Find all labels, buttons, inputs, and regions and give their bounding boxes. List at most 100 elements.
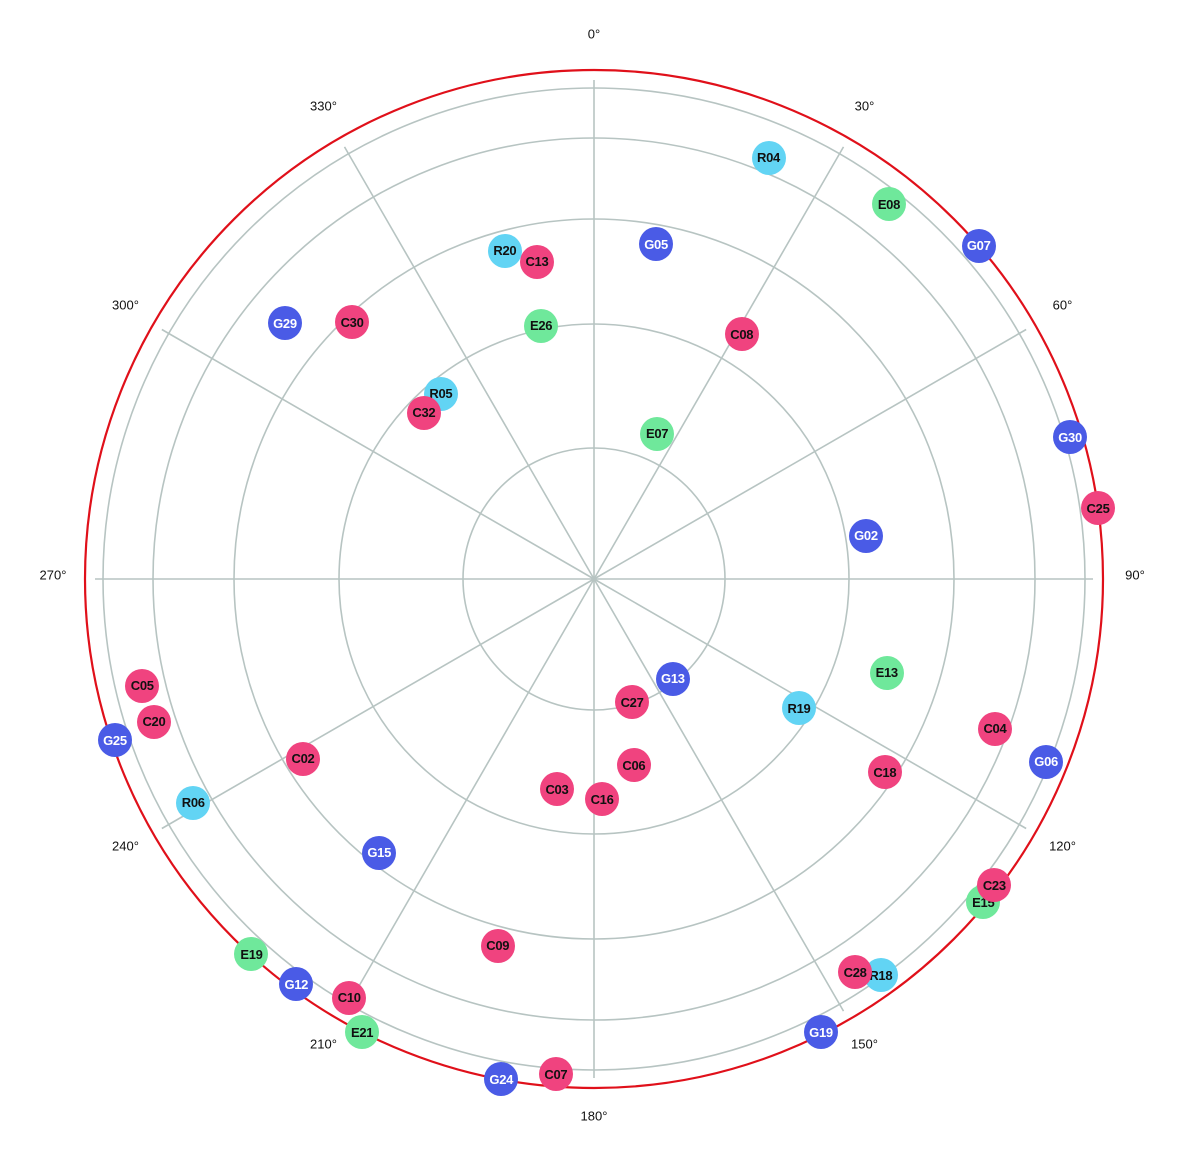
satellite-marker[interactable]: G02 [848,518,883,553]
satellite-marker[interactable]: C05 [125,668,160,703]
satellite-id-label: C23 [982,877,1006,893]
satellite-marker[interactable]: R06 [176,785,211,820]
satellite-id-label: R20 [493,243,517,259]
satellite-id-label: G06 [1034,754,1058,770]
satellite-id-label: G30 [1058,429,1082,445]
satellite-marker[interactable]: G19 [803,1015,838,1050]
satellite-id-label: R19 [787,700,811,716]
satellite-marker[interactable]: C16 [585,782,620,817]
satellite-id-label: G25 [103,732,127,748]
radial-grid-line [343,146,595,580]
satellite-id-label: C18 [873,764,897,780]
elevation-ring [152,137,1036,1021]
azimuth-label: 270° [39,567,67,583]
satellite-id-label: C10 [337,990,361,1006]
satellite-id-label: E19 [240,946,263,962]
satellite-marker[interactable]: C08 [724,317,759,352]
satellite-marker[interactable]: C04 [977,711,1012,746]
satellite-marker[interactable]: G13 [655,661,690,696]
satellite-marker[interactable]: E08 [871,187,906,222]
satellite-marker[interactable]: C25 [1081,491,1116,526]
satellite-marker[interactable]: R20 [487,233,522,268]
satellite-marker[interactable]: G15 [362,835,397,870]
satellite-marker[interactable]: E19 [234,937,269,972]
satellite-marker[interactable]: E13 [869,655,904,690]
satellite-marker[interactable]: G30 [1053,420,1088,455]
satellite-id-label: C08 [730,326,754,342]
satellite-marker[interactable]: E07 [640,416,675,451]
satellite-marker[interactable]: G06 [1029,744,1064,779]
satellite-id-label: E26 [529,318,553,334]
satellite-marker[interactable]: E21 [345,1015,380,1050]
satellite-id-label: C04 [983,721,1007,737]
satellite-marker[interactable]: C07 [538,1057,573,1092]
azimuth-label: 30° [854,98,875,114]
elevation-ring [338,323,850,835]
satellite-marker[interactable]: C03 [539,772,574,807]
satellite-marker[interactable]: R04 [751,140,786,175]
radial-grid-line [343,578,595,1012]
satellite-marker[interactable]: G25 [97,723,132,758]
satellite-id-label: C27 [620,694,644,710]
satellite-marker[interactable]: C30 [335,305,370,340]
satellite-id-label: G12 [284,976,309,992]
satellite-marker[interactable]: C09 [480,928,515,963]
satellite-marker[interactable]: C32 [406,395,441,430]
satellite-marker[interactable]: G24 [484,1062,519,1097]
radial-grid-line [593,578,845,1012]
satellite-marker[interactable]: C06 [616,748,651,783]
satellite-marker[interactable]: R19 [782,691,817,726]
azimuth-label: 180° [580,1108,608,1124]
satellite-id-label: R04 [757,150,780,166]
satellite-id-label: G24 [489,1071,514,1087]
satellite-marker[interactable]: C20 [136,704,171,739]
azimuth-label: 330° [310,98,337,114]
satellite-id-label: C09 [486,938,510,954]
satellite-marker[interactable]: G05 [639,227,674,262]
satellite-id-label: C02 [291,751,315,767]
azimuth-label: 60° [1052,297,1073,312]
radial-grid-line [593,328,1027,580]
satellite-id-label: C20 [142,714,166,730]
satellite-marker[interactable]: C23 [977,868,1012,903]
satellite-marker[interactable]: C02 [285,741,320,776]
satellite-id-label: R06 [181,795,205,811]
satellite-marker[interactable]: C13 [519,244,554,279]
satellite-marker[interactable]: C28 [838,955,873,989]
satellite-id-label: G02 [854,528,878,544]
azimuth-label: 150° [851,1036,878,1052]
satellite-id-label: G07 [966,238,991,254]
radial-grid-line [161,328,595,580]
radial-grid-line [593,146,845,580]
satellite-id-label: C16 [590,791,614,807]
satellite-marker[interactable]: G12 [279,967,314,1002]
satellite-id-label: C28 [843,964,867,980]
elevation-ring [462,447,726,711]
azimuth-label: 90° [1125,567,1145,583]
satellite-marker[interactable]: G07 [961,228,996,263]
radial-grid-line [161,578,595,830]
satellite-id-label: E21 [351,1024,374,1040]
elevation-ring [233,218,955,940]
satellite-id-label: R18 [869,967,893,983]
satellite-marker[interactable]: C27 [615,685,650,720]
satellite-id-label: G05 [644,236,668,252]
satellite-marker[interactable]: C10 [332,980,367,1015]
horizon-circle [83,68,1105,1090]
satellite-id-label: E07 [645,426,669,442]
satellite-marker[interactable]: E26 [524,308,559,343]
satellite-id-label: E13 [875,665,899,681]
satellite-id-label: C05 [130,678,154,694]
azimuth-label: 240° [112,838,139,853]
azimuth-label: 300° [112,297,139,312]
satellite-marker[interactable]: G29 [267,306,302,341]
satellite-id-label: C07 [544,1066,568,1082]
azimuth-label: 0° [587,26,601,42]
satellite-marker[interactable]: C18 [867,755,902,790]
satellite-id-label: C13 [525,254,549,270]
satellite-id-label: G29 [273,315,297,331]
satellite-id-label: C32 [412,405,436,421]
satellite-id-label: G13 [661,671,685,687]
